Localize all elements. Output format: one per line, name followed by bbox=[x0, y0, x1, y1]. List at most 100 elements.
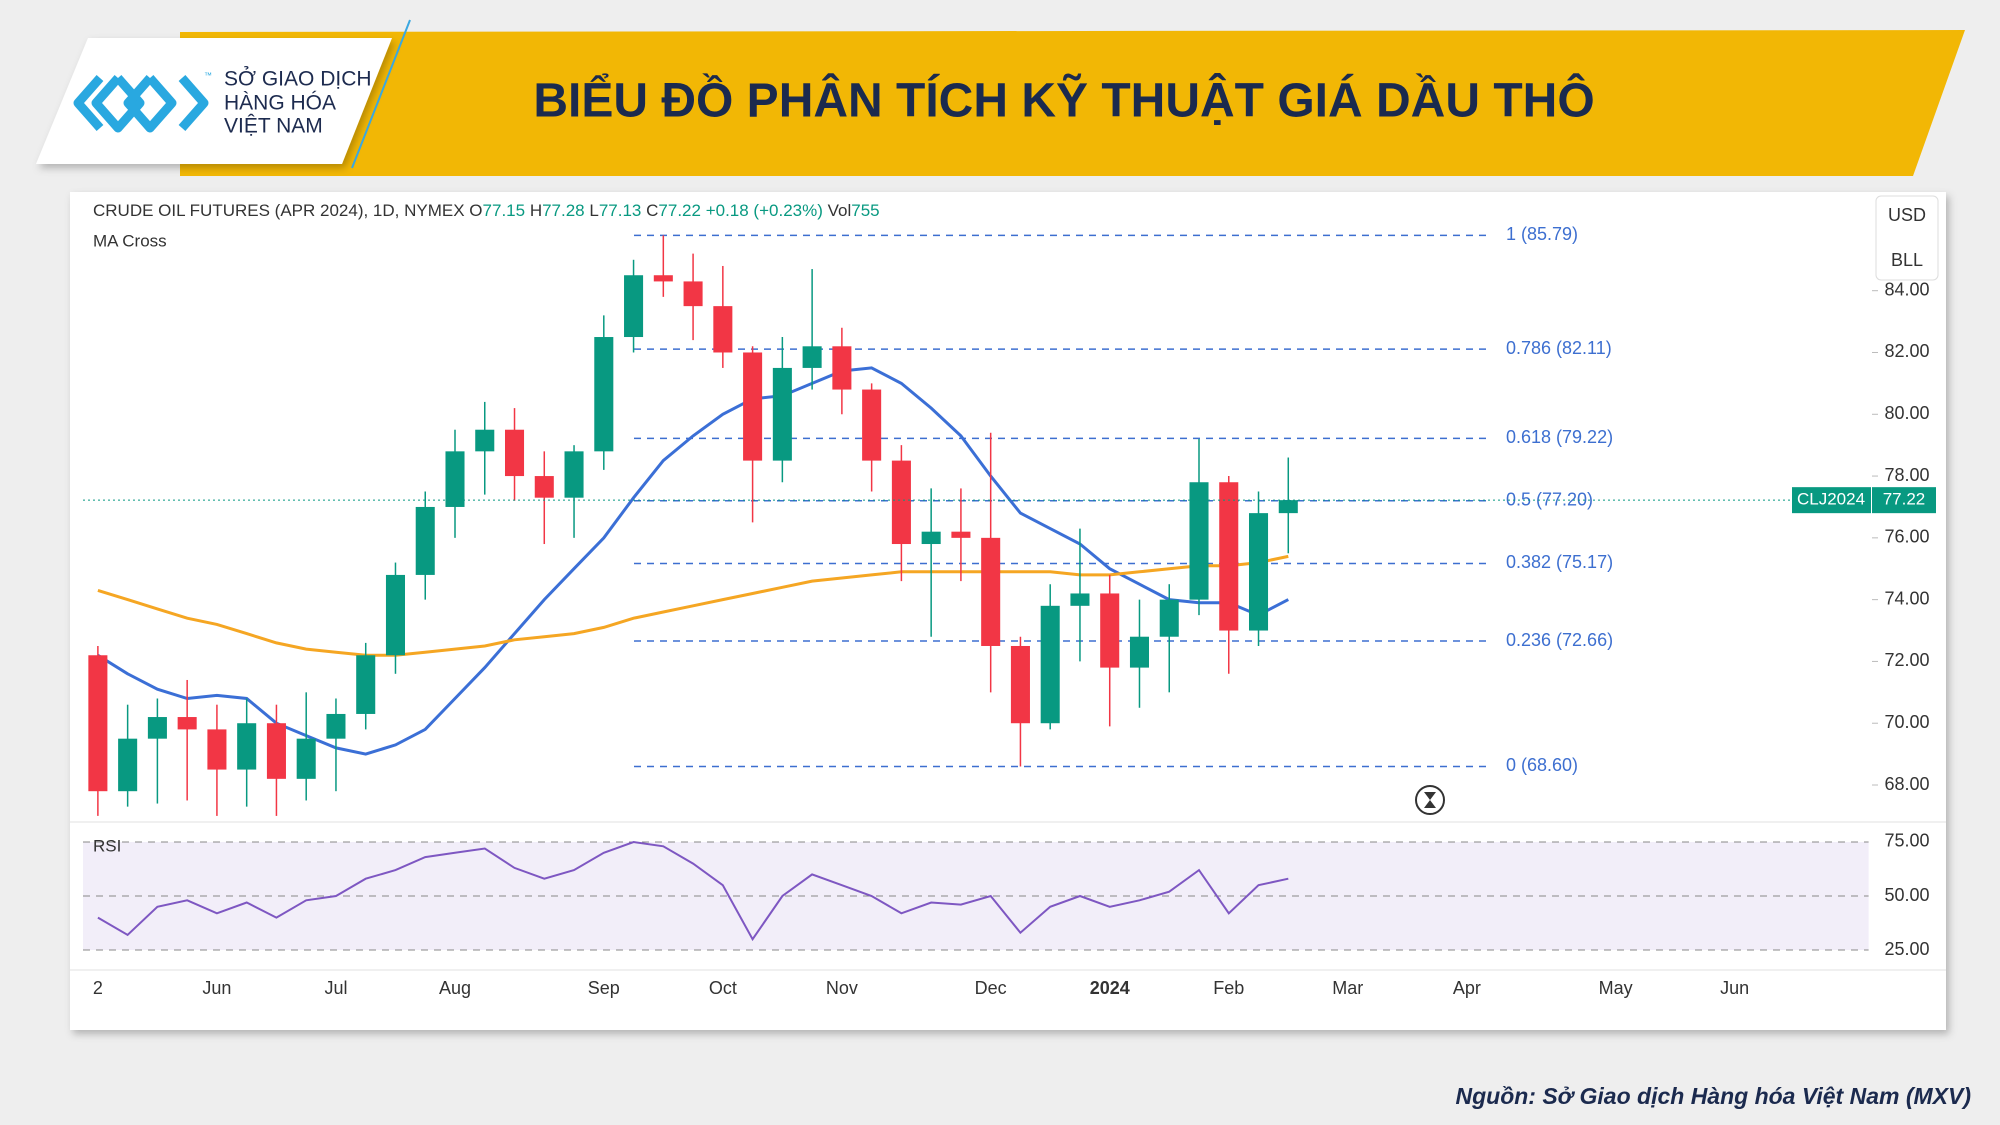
candle-body bbox=[1159, 599, 1179, 637]
fib-label: 0.5 (77.20) bbox=[1506, 490, 1593, 510]
chart: 68.00 70.00 72.00 74.00 76.00 78.00 80.00 82.00… bbox=[70, 224, 1946, 998]
moving-average bbox=[97, 554, 1289, 657]
candle-body bbox=[266, 723, 286, 779]
x-tick-label: Mar bbox=[1332, 978, 1363, 998]
y-tick-label: 84.00 bbox=[1884, 279, 1929, 299]
change: +0.18 (+0.23%) bbox=[706, 201, 823, 220]
last-price-value: 77.22 bbox=[1883, 490, 1926, 509]
candle-body bbox=[326, 713, 346, 739]
candle-body bbox=[296, 738, 316, 779]
x-tick-label: Oct bbox=[709, 978, 737, 998]
logo-text: HÀNG HÓA bbox=[224, 92, 336, 115]
fib-label: 0.236 (72.66) bbox=[1506, 630, 1613, 650]
chart-panel bbox=[70, 192, 1946, 1030]
candle-body bbox=[415, 506, 435, 575]
y-tick-label: 82.00 bbox=[1884, 341, 1929, 361]
x-tick-label: Jun bbox=[1720, 978, 1749, 998]
logo-card bbox=[36, 38, 392, 164]
rsi-band bbox=[83, 841, 1869, 951]
last-price-badge bbox=[1872, 487, 1936, 514]
candle-body bbox=[891, 460, 911, 545]
candle-body bbox=[237, 723, 257, 770]
candle-body bbox=[147, 717, 167, 739]
logo-text: SỞ GIAO DỊCH bbox=[224, 67, 372, 91]
rsi-tick-label: 25.00 bbox=[1884, 939, 1929, 959]
candle-body bbox=[475, 429, 495, 452]
y-tick-label: 80.00 bbox=[1884, 403, 1929, 423]
fib-label: 0.786 (82.11) bbox=[1506, 338, 1612, 358]
y-tick-label: 74.00 bbox=[1884, 588, 1929, 608]
x-tick-label: Aug bbox=[439, 978, 471, 998]
candle-body bbox=[802, 346, 822, 368]
candle-body bbox=[772, 367, 792, 461]
fib-label: 1 (85.79) bbox=[1506, 224, 1578, 244]
moving-average bbox=[97, 366, 1289, 756]
candle-body bbox=[1278, 500, 1298, 514]
x-tick-label: Apr bbox=[1453, 978, 1481, 998]
candle-body bbox=[118, 738, 138, 792]
x-tick-label: Sep bbox=[588, 978, 620, 998]
candle-body bbox=[653, 275, 673, 282]
candle-body bbox=[1100, 593, 1120, 668]
x-tick-label: 2024 bbox=[1090, 978, 1130, 998]
ohlc-label: O bbox=[469, 201, 482, 220]
logo-text: VIỆT NAM bbox=[224, 115, 323, 138]
candle-body bbox=[534, 476, 554, 498]
fib-label: 0.382 (75.17) bbox=[1506, 552, 1613, 572]
candle-body bbox=[1070, 593, 1090, 606]
ohlc-label: H bbox=[530, 201, 542, 220]
logo-trademark: ™ bbox=[204, 71, 212, 80]
y-tick-label: 78.00 bbox=[1884, 465, 1929, 485]
replay-icon bbox=[1415, 785, 1445, 815]
candle-body bbox=[1189, 482, 1209, 600]
fib-label: 0.618 (79.22) bbox=[1506, 427, 1613, 447]
logo-icon bbox=[73, 75, 209, 133]
ohlc-value: 77.22 bbox=[658, 201, 701, 220]
rsi-tick-label: 75.00 bbox=[1884, 831, 1929, 851]
ohlc-label: L bbox=[589, 201, 598, 220]
x-tick-label: Jun bbox=[202, 978, 231, 998]
ohlc-value: 77.28 bbox=[542, 201, 585, 220]
x-tick-label: Feb bbox=[1213, 978, 1244, 998]
candle-body bbox=[713, 306, 733, 353]
candle-body bbox=[1248, 513, 1269, 631]
candle-body bbox=[862, 389, 882, 461]
logo-accent bbox=[351, 19, 411, 169]
chart-legend: CRUDE OIL FUTURES (APR 2024), 1D, NYMEX … bbox=[93, 201, 880, 220]
x-tick-label: Jul bbox=[324, 978, 347, 998]
indicator-title: MA Cross bbox=[93, 231, 167, 250]
candle-body bbox=[743, 352, 763, 461]
x-tick-label: May bbox=[1599, 978, 1633, 998]
candle-body bbox=[564, 451, 584, 498]
y-tick-label: 70.00 bbox=[1884, 712, 1929, 732]
candle-body bbox=[981, 537, 1001, 646]
candle-body bbox=[683, 281, 703, 307]
x-tick-label: Nov bbox=[826, 978, 858, 998]
candle-body bbox=[445, 451, 465, 507]
unit: BLL bbox=[1891, 250, 1923, 270]
ohlc-value: 77.13 bbox=[599, 201, 642, 220]
rsi-title: RSI bbox=[93, 836, 121, 855]
source-note: Nguồn: Sở Giao dịch Hàng hóa Việt Nam (M… bbox=[1455, 1083, 1971, 1109]
candle-body bbox=[504, 429, 525, 477]
y-tick-label: 72.00 bbox=[1884, 650, 1929, 670]
currency-box bbox=[1875, 195, 1939, 281]
volume-label: Vol bbox=[828, 201, 852, 220]
ohlc-label: C bbox=[646, 201, 658, 220]
title-banner bbox=[180, 30, 1965, 176]
y-tick-label: 76.00 bbox=[1884, 527, 1929, 547]
volume-value: 755 bbox=[851, 201, 879, 220]
ohlc-value: 77.15 bbox=[483, 201, 526, 220]
candle-body bbox=[1129, 636, 1150, 668]
candle-body bbox=[624, 275, 644, 338]
candle-body bbox=[88, 655, 108, 792]
candle-body bbox=[832, 346, 852, 390]
candle-body bbox=[1219, 482, 1239, 631]
candle-body bbox=[594, 337, 614, 452]
y-tick-label: 68.00 bbox=[1884, 774, 1929, 794]
page-title: BIỂU ĐỒ PHÂN TÍCH KỸ THUẬT GIÁ DẦU THÔ bbox=[533, 73, 1594, 128]
candle-body bbox=[385, 574, 406, 656]
x-tick-label: 2 bbox=[93, 978, 103, 998]
candle-body bbox=[1010, 645, 1030, 724]
